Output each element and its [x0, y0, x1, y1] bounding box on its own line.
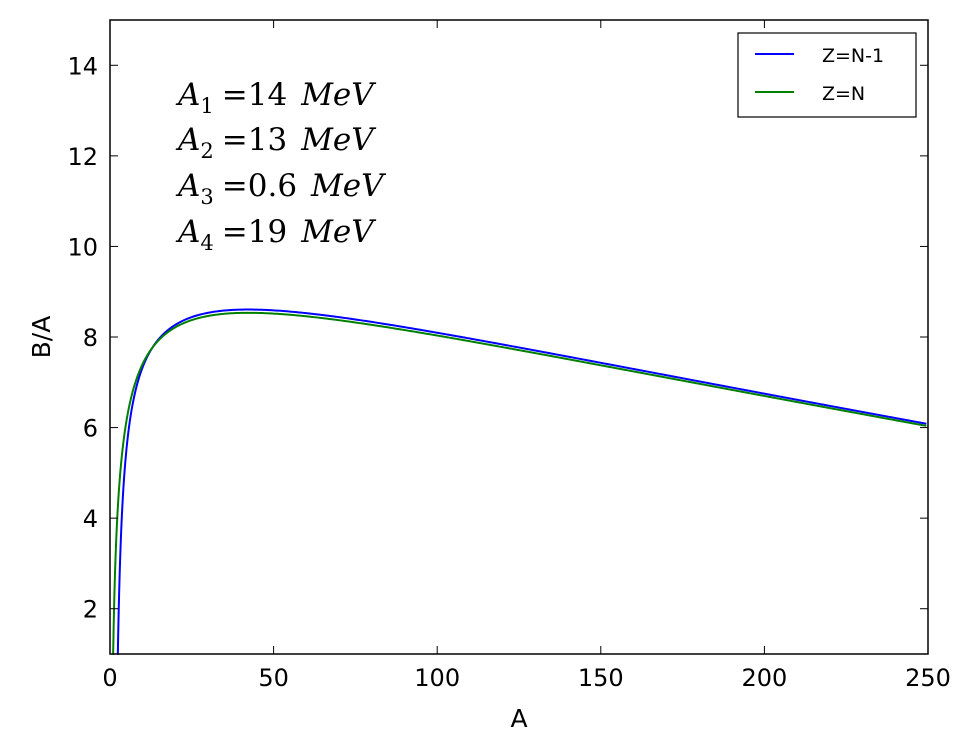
plot-lines [112, 308, 927, 655]
y-tick-label: 6 [83, 415, 98, 443]
y-tick-label: 2 [83, 596, 98, 624]
line-z-n [112, 311, 927, 655]
y-tick-label: 14 [67, 52, 98, 80]
legend-box [737, 32, 917, 118]
y-tick-label: 8 [83, 324, 98, 352]
annotation-a3: A3 =0.6 MeV [175, 168, 387, 209]
plot-area [110, 20, 928, 654]
y-tick-label: 4 [83, 505, 98, 533]
annotation-a2: A2 =13 MeV [175, 122, 377, 163]
x-tick-labels: 0 50 100 150 200 250 [102, 664, 951, 692]
x-tick-label: 100 [414, 664, 460, 692]
axes-frame [109, 19, 929, 655]
x-axis-label: A [510, 704, 527, 733]
annotation-a1: A1 =14 MeV [175, 77, 377, 118]
annotation-a4: A4 =19 MeV [175, 214, 377, 255]
x-tick-label: 150 [578, 664, 624, 692]
line-z-n-minus-1 [116, 308, 927, 655]
y-axis-label: B/A [27, 316, 56, 359]
x-tick-label: 200 [741, 664, 787, 692]
legend-label-z-n: Z=N [822, 83, 865, 105]
x-tick-label: 0 [102, 664, 117, 692]
legend: Z=N-1 Z=N [737, 32, 917, 118]
y-tick-labels: 2 4 6 8 10 12 14 [67, 52, 98, 623]
y-tick-label: 10 [67, 233, 98, 261]
x-tick-label: 50 [258, 664, 289, 692]
legend-label-z-n-minus-1: Z=N-1 [822, 45, 884, 67]
y-tick-label: 12 [67, 143, 98, 171]
x-tick-label: 250 [905, 664, 951, 692]
